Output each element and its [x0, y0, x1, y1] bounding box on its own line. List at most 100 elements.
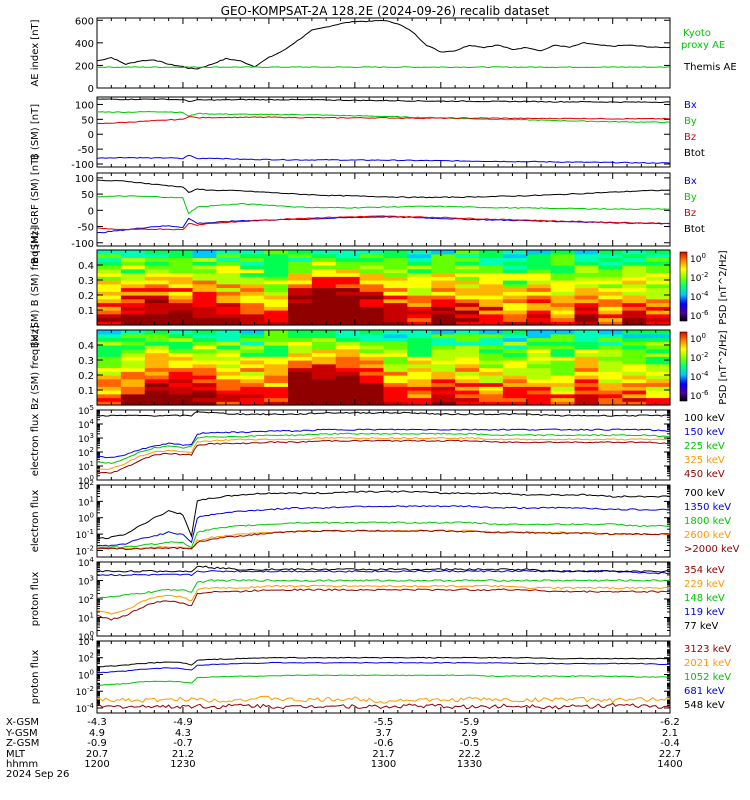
spectrogram-cell — [646, 310, 671, 315]
spectrogram-cell — [622, 302, 647, 307]
spectrogram-cell — [359, 283, 385, 289]
spectrogram-cell — [311, 397, 337, 402]
spectrogram-cell — [407, 356, 432, 361]
spectrogram-cell — [120, 382, 146, 387]
legend-entry: Bz — [684, 208, 696, 219]
spectrogram-cell — [502, 386, 528, 391]
spectrogram-cell — [288, 382, 313, 387]
spectrogram-cell — [646, 363, 671, 369]
panel-frame — [96, 561, 671, 637]
spectrogram-cell — [192, 330, 217, 335]
spectrogram-cell — [646, 302, 671, 307]
spectrogram-cell — [550, 356, 576, 361]
y-tick-label: 101 — [78, 612, 94, 625]
spectrogram-cell — [431, 363, 456, 369]
spectrogram-cell — [192, 310, 217, 315]
colorbar-tick-label: 10-4 — [690, 290, 709, 303]
series-bx — [97, 215, 670, 234]
spectrogram-cell — [120, 302, 146, 307]
spectrogram-cell — [502, 317, 528, 322]
spectrogram-cell — [431, 397, 456, 402]
spectrogram-cell — [502, 341, 528, 346]
spectrogram-cell — [407, 306, 432, 311]
spectrogram-cell — [168, 253, 194, 259]
spectrogram-cell — [646, 341, 671, 346]
spectrogram-cell — [407, 348, 432, 354]
spectrogram-cell — [144, 337, 170, 342]
spectrogram-cell — [574, 378, 599, 384]
spectrogram-cell — [479, 393, 504, 399]
spectrogram-cell — [383, 386, 408, 391]
spectrogram-cell — [383, 348, 408, 354]
spectrogram-cell — [455, 333, 480, 339]
spectrogram-cell — [216, 280, 241, 285]
time-row-label: X-GSM — [6, 717, 39, 728]
spectrogram-cell — [144, 360, 170, 365]
spectrogram-cell — [502, 390, 528, 395]
spectrogram-cell — [311, 345, 337, 350]
spectrogram-cell — [335, 276, 361, 281]
spectrogram-cell — [288, 306, 313, 311]
spectrogram-cell — [335, 352, 361, 357]
spectrogram-cell — [264, 257, 289, 262]
spectrogram-cell — [502, 295, 528, 300]
spectrogram-cell — [97, 276, 122, 281]
spectrogram-cell — [168, 283, 194, 289]
spectrogram-cell — [550, 375, 576, 380]
legend-entry: Bx — [684, 100, 697, 111]
spectrogram-cell — [479, 310, 504, 315]
spectrogram-cell — [526, 371, 552, 376]
spectrogram-cell — [240, 345, 265, 350]
spectrogram-cell — [335, 295, 361, 300]
series-2021-kev — [97, 695, 670, 704]
spectrogram-cell — [574, 313, 599, 319]
spectrogram-cell — [335, 345, 361, 350]
spectrogram-cell — [240, 378, 265, 384]
spectrogram-cell — [598, 250, 623, 255]
spectrogram-cell — [550, 337, 576, 342]
spectrogram-cell — [144, 310, 170, 315]
spectrogram-cell — [120, 261, 146, 266]
spectrogram-cell — [622, 360, 647, 365]
spectrogram-cell — [97, 337, 122, 342]
spectrogram-cell — [526, 287, 552, 292]
spectrogram-cell — [598, 283, 623, 289]
spectrogram-cell — [168, 401, 194, 406]
y-tick-label: 100 — [75, 100, 94, 111]
time-row-value: -0.4 — [660, 738, 680, 749]
series-group — [97, 98, 670, 164]
spectrogram-cell — [598, 401, 623, 406]
spectrogram-cell — [144, 283, 170, 289]
spectrogram-cell — [550, 393, 576, 399]
spectrogram-cell — [168, 348, 194, 354]
time-row-value: -5.9 — [460, 717, 480, 728]
spectrogram-cell — [622, 401, 647, 406]
spectrogram-cell — [407, 360, 432, 365]
legend-entry: 229 keV — [684, 579, 725, 590]
spectrogram-cell — [479, 321, 504, 326]
spectrogram-cell — [526, 367, 552, 372]
spectrogram-cell — [288, 341, 313, 346]
spectrogram-cell — [168, 280, 194, 285]
spectrogram-cell — [144, 397, 170, 402]
y-tick-label: 105 — [78, 404, 94, 417]
spectrogram-cell — [240, 283, 265, 289]
spectrogram-cell — [646, 356, 671, 361]
legend-entry: 354 keV — [684, 565, 725, 576]
spectrogram-cell — [574, 360, 599, 365]
spectrogram-cell — [192, 272, 217, 277]
spectrogram-cell — [383, 280, 408, 285]
spectrogram-cell — [455, 378, 480, 384]
spectrogram-cell — [216, 337, 241, 342]
spectrogram-cell — [240, 382, 265, 387]
y-tick-label: -100 — [71, 160, 94, 171]
spectrogram-cell — [574, 253, 599, 259]
spectrogram-cell — [120, 397, 146, 402]
spectrogram-cell — [359, 302, 385, 307]
spectrogram-cell — [383, 375, 408, 380]
spectrogram-cell — [479, 268, 504, 274]
spectrogram-cell — [359, 390, 385, 395]
time-row-value: -6.2 — [660, 717, 680, 728]
legend-entry: >2000 keV — [684, 544, 740, 555]
legend-entry: 2021 keV — [684, 658, 731, 669]
